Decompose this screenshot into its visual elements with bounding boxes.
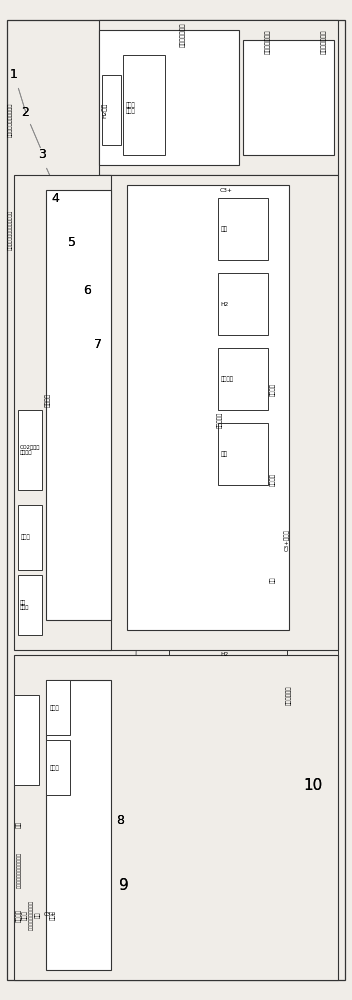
Text: 热源冷水: 热源冷水 <box>270 383 276 396</box>
Text: 反应于输出来的水蒸气: 反应于输出来的水蒸气 <box>29 900 34 930</box>
Bar <box>46 740 70 795</box>
Text: H2产品: H2产品 <box>102 102 107 118</box>
Text: 2: 2 <box>21 105 29 118</box>
Bar <box>14 175 111 650</box>
Text: 天然气: 天然气 <box>50 910 56 920</box>
Bar <box>218 423 268 485</box>
Bar <box>102 75 121 145</box>
Bar <box>99 20 338 175</box>
Bar <box>18 410 42 490</box>
Text: 1: 1 <box>10 68 17 82</box>
Text: H2: H2 <box>221 302 229 306</box>
Bar <box>99 30 239 165</box>
Text: 6: 6 <box>83 284 91 296</box>
Text: C3+: C3+ <box>220 188 233 192</box>
Text: 循环
压缩机: 循环 压缩机 <box>19 600 29 610</box>
Text: 过滤气: 过滤气 <box>49 705 59 711</box>
Text: 水蒸气: 水蒸气 <box>23 910 28 920</box>
Text: C3+: C3+ <box>44 912 56 918</box>
Text: 含氢气
和乙烷: 含氢气 和乙烷 <box>125 102 135 114</box>
Text: 乙烷: 乙烷 <box>17 822 22 828</box>
Text: C3+生成液: C3+生成液 <box>284 529 290 551</box>
Text: 8: 8 <box>116 814 124 826</box>
Text: 9: 9 <box>119 878 129 892</box>
Text: 粗合成气: 粗合成气 <box>45 393 50 407</box>
Text: 热源冷水: 热源冷水 <box>221 376 234 382</box>
Text: 正丙醇原料: 正丙醇原料 <box>217 412 223 428</box>
Text: 来自脱脂肪生塔循环的二氧化碳: 来自脱脂肪生塔循环的二氧化碳 <box>7 210 12 250</box>
Text: 冷冻冷水: 冷冻冷水 <box>270 474 276 487</box>
Text: 5: 5 <box>68 235 76 248</box>
Text: 6: 6 <box>83 284 91 296</box>
Ellipse shape <box>27 688 43 710</box>
Text: H2: H2 <box>220 652 228 658</box>
Bar <box>18 505 42 570</box>
Text: 热液: 热液 <box>221 226 228 232</box>
Bar <box>218 198 268 260</box>
Text: 3: 3 <box>38 148 45 161</box>
Bar <box>46 680 111 970</box>
Bar <box>218 348 268 410</box>
Bar <box>127 185 289 630</box>
Text: 二氧化碳: 二氧化碳 <box>17 908 22 922</box>
Text: 热液: 热液 <box>270 577 276 583</box>
Bar <box>46 190 111 620</box>
Text: 热液: 热液 <box>221 451 228 457</box>
Text: 1: 1 <box>10 68 17 82</box>
Text: 正丙醇产品外销: 正丙醇产品外销 <box>180 23 186 47</box>
Text: 4: 4 <box>52 192 59 205</box>
Text: 正丙醇产品外销: 正丙醇产品外销 <box>321 30 327 54</box>
Bar <box>46 680 70 735</box>
Text: 7: 7 <box>94 338 102 352</box>
Bar <box>18 575 42 635</box>
Text: 热源: 热源 <box>35 912 41 918</box>
Text: 4: 4 <box>52 192 59 205</box>
Bar <box>218 273 268 335</box>
Bar <box>123 55 165 155</box>
Bar <box>243 40 334 155</box>
Text: 9: 9 <box>119 878 129 892</box>
Text: 来自脂肪乙烷循环的乙烷: 来自脂肪乙烷循环的乙烷 <box>7 103 12 137</box>
Bar <box>99 175 338 650</box>
Text: 5: 5 <box>68 235 76 248</box>
Text: 10: 10 <box>304 778 323 792</box>
Text: 下游产品原料: 下游产品原料 <box>286 685 291 705</box>
Text: 2: 2 <box>21 105 29 118</box>
Text: 来自脱乙烷循环的二氧化碳: 来自脱乙烷循环的二氧化碳 <box>17 852 22 888</box>
Text: 10: 10 <box>304 778 323 792</box>
Text: 正丙醇产品外销: 正丙醇产品外销 <box>265 30 270 54</box>
Text: CO2再利用
水再利用: CO2再利用 水再利用 <box>19 445 40 455</box>
Text: 8: 8 <box>116 814 124 826</box>
Text: 循环气: 循环气 <box>20 534 30 540</box>
Bar <box>14 695 39 785</box>
Text: 过滤气: 过滤气 <box>49 765 59 771</box>
Bar <box>14 655 338 980</box>
Text: 7: 7 <box>94 338 102 352</box>
Text: 3: 3 <box>38 148 45 161</box>
